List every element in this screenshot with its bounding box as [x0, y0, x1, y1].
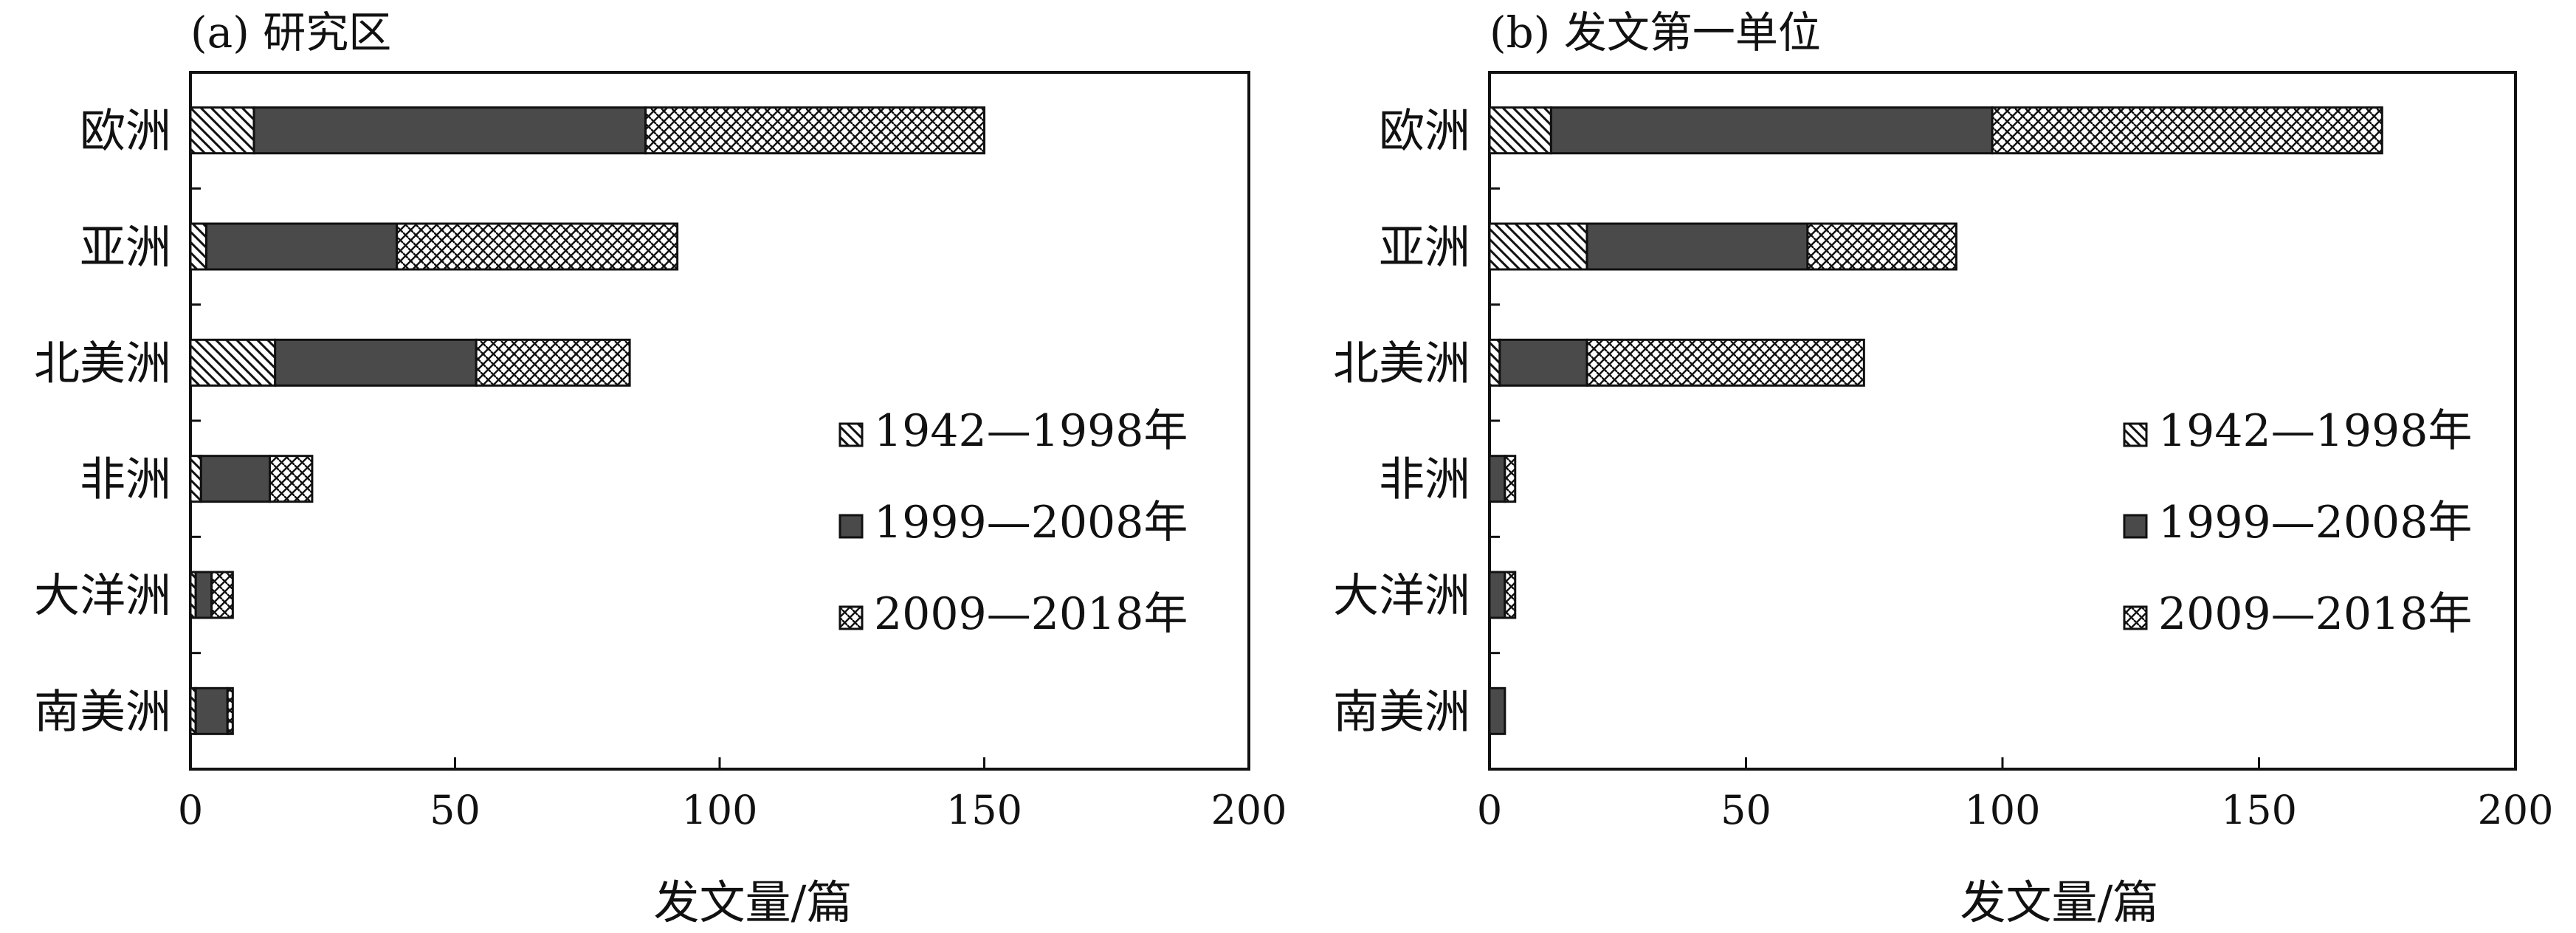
panel-b-bar-segment	[1498, 338, 1588, 387]
panel-b-bar-segment	[1585, 222, 1809, 271]
panel-a-xlabel: 发文量/篇	[654, 875, 853, 929]
panel-b-category-label: 南美洲	[1333, 684, 1470, 738]
panel-b-x-tick-label: 0	[1477, 787, 1502, 833]
panel-a-x-tick-label: 200	[1210, 787, 1287, 833]
panel-b-bar-segment	[1488, 106, 1552, 155]
panel-b-bar-segment	[1549, 106, 1994, 155]
panel-b-legend-label: 2009—2018年	[2158, 588, 2472, 640]
panel-a-bar-segment	[252, 106, 647, 155]
panel-a-bar-segment	[210, 571, 234, 619]
panel-a-title: (a) 研究区	[190, 7, 391, 58]
panel-a-category-label: 非洲	[80, 452, 171, 506]
panel-a-category-label: 亚洲	[80, 220, 171, 274]
panel-b-bar-segment	[1504, 571, 1517, 619]
panel-b-legend-swatch	[2123, 605, 2148, 630]
panel-b-x-tick-label: 150	[2221, 787, 2297, 833]
panel-a-x-tick-label: 100	[681, 787, 757, 833]
panel-b-x-tick-label: 200	[2477, 787, 2553, 833]
panel-a-bar-segment	[205, 222, 399, 271]
panel-a-bar-segment	[189, 222, 208, 271]
panel-b-bar-segment	[1991, 106, 2383, 155]
panel-a-category-label: 南美洲	[34, 684, 171, 738]
panel-a-x-tick-label: 50	[430, 787, 481, 833]
panel-b-bar-segment	[1585, 338, 1865, 387]
panel-a-legend-label: 2009—2018年	[874, 588, 1188, 640]
panel-b-legend-label: 1999—2008年	[2158, 497, 2472, 548]
panel-a-legend-label: 1942—1998年	[874, 405, 1188, 457]
panel-a-bar-segment	[644, 106, 985, 155]
panel-b-legend-label: 1942—1998年	[2158, 405, 2472, 457]
panel-a-legend-swatch	[838, 422, 864, 447]
panel-b-title: (b) 发文第一单位	[1490, 7, 1821, 58]
panel-b-category-label: 非洲	[1379, 452, 1470, 506]
panel-b-bar-segment	[1488, 338, 1501, 387]
panel-a-bar-segment	[475, 338, 631, 387]
panel-b-legend-swatch	[2123, 514, 2148, 539]
panel-b-category-label: 欧洲	[1379, 104, 1470, 158]
panel-a-bar-segment	[189, 455, 202, 503]
panel-b-x-tick-label: 50	[1721, 787, 1771, 833]
panel-a-bar-segment	[189, 106, 255, 155]
panel-b-category-label: 北美洲	[1333, 336, 1470, 390]
panel-b-bar-segment	[1488, 686, 1506, 735]
panel-b-bar-segment	[1806, 222, 1957, 271]
panel-b-x-tick-label: 100	[1964, 787, 2040, 833]
panel-b-xlabel: 发文量/篇	[1960, 875, 2159, 929]
panel-b-category-label: 亚洲	[1379, 220, 1470, 274]
panel-a-bar-segment	[269, 455, 314, 503]
panel-a-bar-segment	[194, 686, 229, 735]
panel-a-category-label: 大洋洲	[34, 568, 171, 622]
panel-b-bar-segment	[1488, 222, 1588, 271]
panel-b-bar-segment	[1504, 455, 1517, 503]
panel-a-category-label: 北美洲	[34, 336, 171, 390]
panel-a-category-label: 欧洲	[80, 104, 171, 158]
panel-a-bar-segment	[274, 338, 478, 387]
panel-a-bar-segment	[226, 686, 234, 735]
panel-b-bar-segment	[1488, 571, 1506, 619]
panel-b-category-label: 大洋洲	[1333, 568, 1470, 622]
panel-b-bar-segment	[1488, 455, 1506, 503]
panel-a-legend-swatch	[838, 605, 864, 630]
panel-a-x-tick-label: 0	[178, 787, 203, 833]
panel-a-bar-segment	[189, 338, 277, 387]
panel-a-legend-swatch	[838, 514, 864, 539]
panel-a-bar-segment	[396, 222, 679, 271]
panel-a-x-tick-label: 150	[946, 787, 1022, 833]
panel-a-bar-segment	[194, 571, 213, 619]
panel-a-bar-segment	[199, 455, 272, 503]
panel-b-legend-swatch	[2123, 422, 2148, 447]
panel-a-legend-label: 1999—2008年	[874, 497, 1188, 548]
